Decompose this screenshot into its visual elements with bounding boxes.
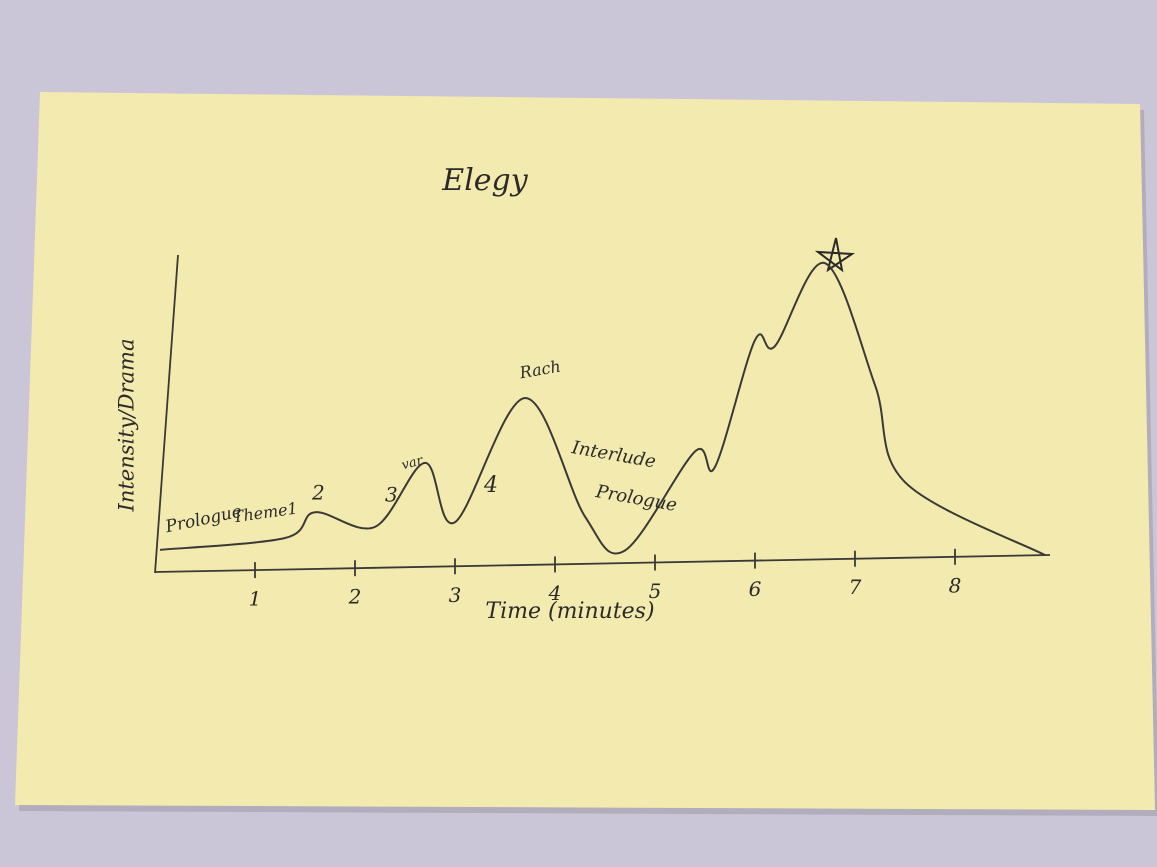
page: {"chart_data": {"type": "line", "title":… xyxy=(0,0,1157,867)
chart: Elegy Time (minutes) Intensity/Drama 1 2 3… xyxy=(0,0,1157,867)
x-tick-label: 5 xyxy=(649,579,662,603)
annotation: 2 xyxy=(311,481,325,505)
y-axis-label: Intensity/Drama xyxy=(115,339,139,513)
x-tick-label: 3 xyxy=(449,583,462,607)
x-tick-label: 1 xyxy=(249,587,262,611)
x-tick-label: 6 xyxy=(749,577,762,601)
chart-title: Elegy xyxy=(441,163,528,198)
x-axis-label: Time (minutes) xyxy=(485,599,654,624)
x-tick-label: 2 xyxy=(348,585,362,609)
x-tick-label: 8 xyxy=(949,573,962,597)
x-tick-label: 4 xyxy=(548,581,562,605)
x-tick-label: 7 xyxy=(849,575,862,599)
annotation: 3 xyxy=(385,483,398,507)
annotation: 4 xyxy=(483,473,498,498)
